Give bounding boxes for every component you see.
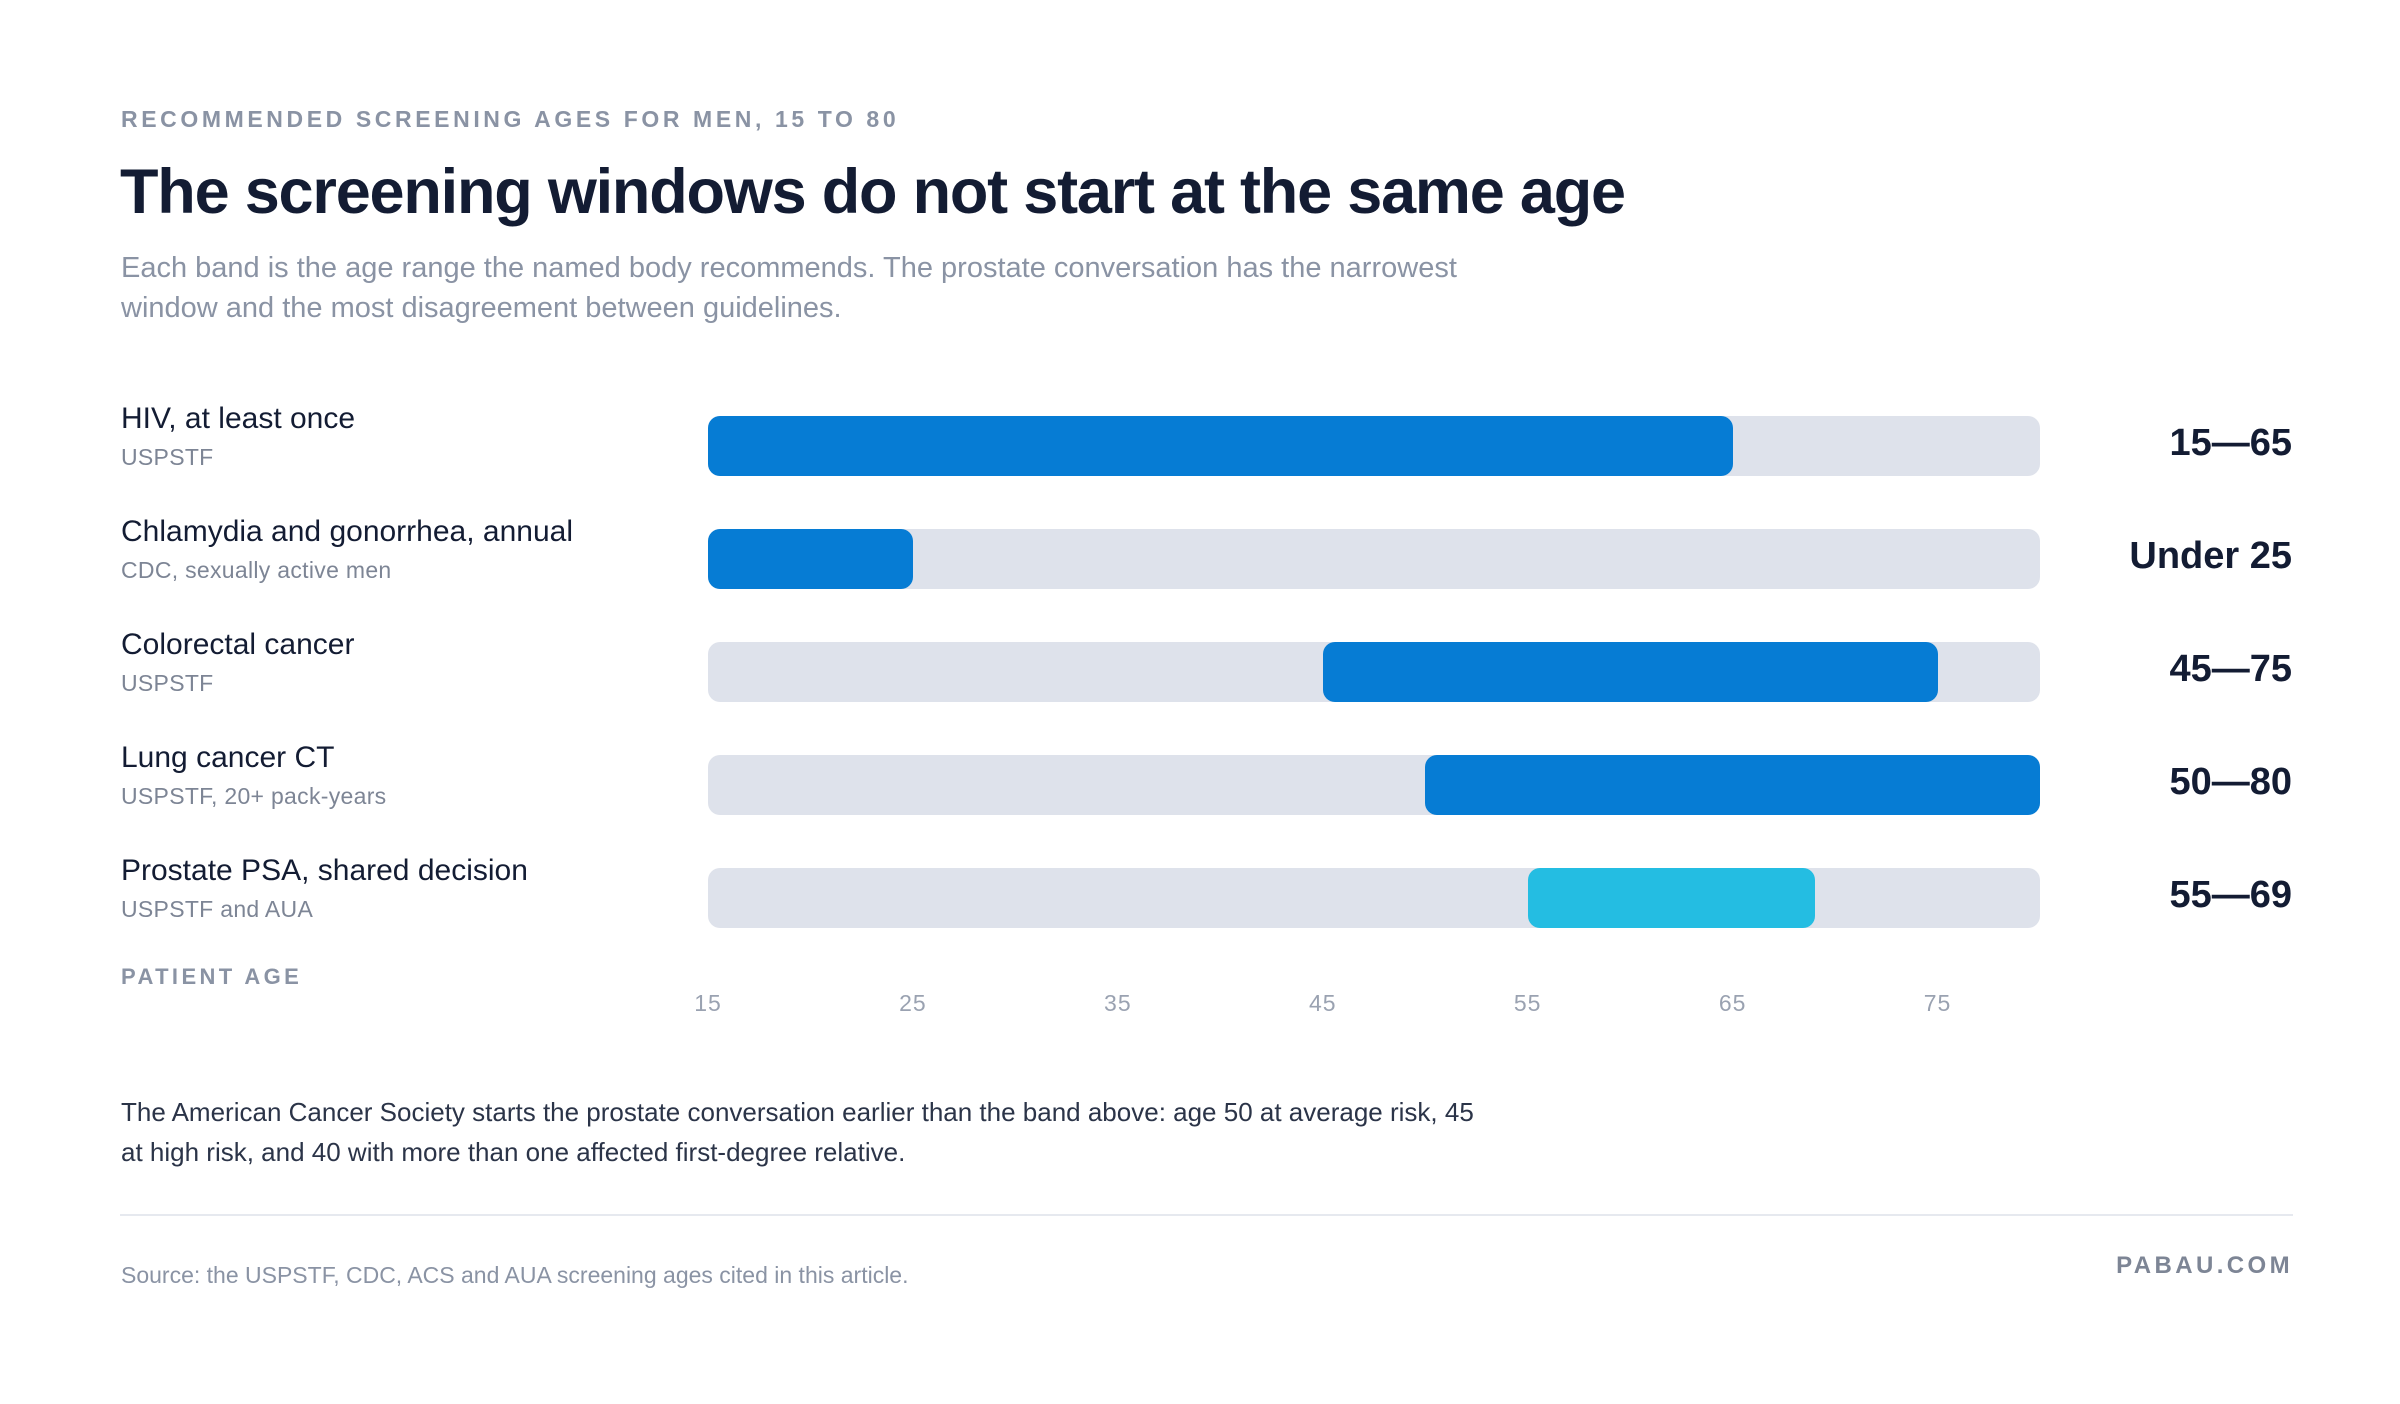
bar-track bbox=[708, 868, 2040, 928]
chart-footnote: The American Cancer Society starts the p… bbox=[121, 1097, 1474, 1167]
range-bar bbox=[708, 416, 1733, 476]
x-tick-label: 75 bbox=[1923, 990, 1952, 1016]
bar-track bbox=[708, 529, 2040, 589]
row-label: HIV, at least once bbox=[121, 402, 356, 435]
row-source: USPSTF bbox=[121, 444, 214, 470]
chart-row: HIV, at least once USPSTF 15—65 bbox=[0, 402, 2400, 512]
row-source: USPSTF, 20+ pack-years bbox=[121, 783, 387, 809]
row-source: USPSTF bbox=[121, 670, 214, 696]
bar-track bbox=[708, 642, 2040, 702]
range-bar bbox=[708, 529, 913, 589]
x-axis-title: PATIENT AGE bbox=[121, 964, 303, 989]
bar-track bbox=[708, 416, 2040, 476]
range-bar bbox=[1322, 642, 1938, 702]
range-value-label: 50—80 bbox=[2169, 761, 2292, 803]
x-tick-label: 15 bbox=[694, 990, 722, 1016]
chart-row: Colorectal cancer USPSTF 45—75 bbox=[0, 628, 2400, 738]
row-label: Colorectal cancer bbox=[121, 628, 355, 661]
chart-row: Chlamydia and gonorrhea, annual CDC, sexu… bbox=[0, 515, 2400, 625]
chart-row: Prostate PSA, shared decision USPSTF and … bbox=[0, 854, 2400, 964]
x-tick-label: 25 bbox=[899, 990, 927, 1016]
range-value-label: 15—65 bbox=[2169, 422, 2292, 464]
x-tick-label: 45 bbox=[1308, 990, 1337, 1016]
x-tick-label: 65 bbox=[1718, 990, 1747, 1016]
x-tick-label: 55 bbox=[1513, 990, 1542, 1016]
range-bar bbox=[1527, 868, 1815, 928]
range-value-label: 45—75 bbox=[2169, 648, 2292, 690]
range-value-label: 55—69 bbox=[2169, 874, 2292, 916]
footer-divider bbox=[120, 1214, 2293, 1216]
chart-subtitle: Each band is the age range the named bod… bbox=[121, 252, 1457, 324]
range-value-label: Under 25 bbox=[2129, 535, 2292, 577]
row-source: USPSTF and AUA bbox=[121, 896, 314, 922]
chart-eyebrow: RECOMMENDED SCREENING AGES FOR MEN, 15 T… bbox=[121, 106, 900, 132]
brand-mark: PABAU.COM bbox=[2116, 1252, 2293, 1279]
x-tick-label: 35 bbox=[1104, 990, 1132, 1016]
chart-row: Lung cancer CT USPSTF, 20+ pack-years 50—8… bbox=[0, 741, 2400, 851]
row-label: Chlamydia and gonorrhea, annual bbox=[121, 515, 573, 548]
bar-track bbox=[708, 755, 2040, 815]
row-label: Prostate PSA, shared decision bbox=[121, 854, 528, 887]
source-citation: Source: the USPSTF, CDC, ACS and AUA scr… bbox=[121, 1262, 909, 1288]
chart-title: The screening windows do not start at th… bbox=[120, 157, 1626, 227]
screening-age-chart: PATIENT AGE HIV, at least once USPSTF 15—6… bbox=[0, 402, 2400, 1016]
row-source: CDC, sexually active men bbox=[121, 557, 392, 583]
row-label: Lung cancer CT bbox=[121, 741, 335, 774]
range-bar bbox=[1425, 755, 2040, 815]
